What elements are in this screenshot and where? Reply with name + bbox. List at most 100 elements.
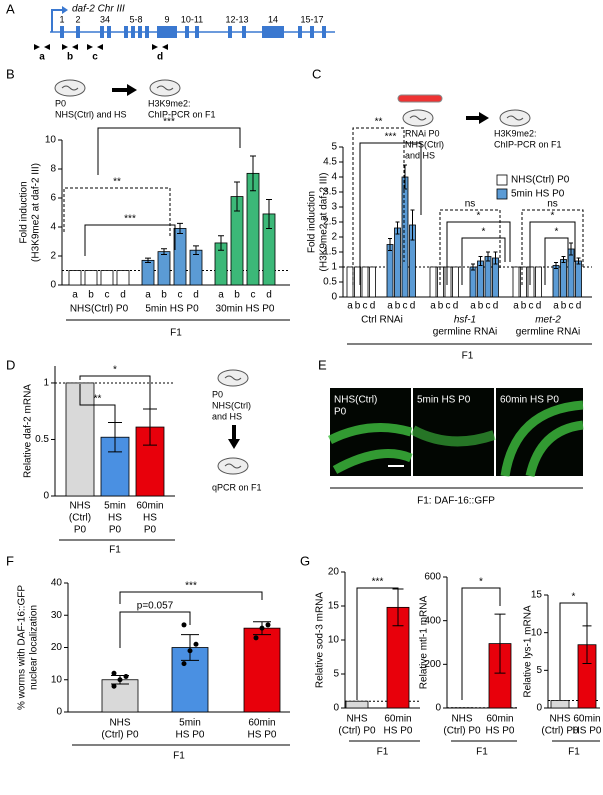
bar	[361, 266, 369, 298]
data-point	[181, 622, 187, 628]
group-label: germline RNAi	[516, 327, 580, 338]
y-axis-label: % worms with DAF-16::GFP	[17, 585, 28, 710]
error-bar	[554, 262, 558, 269]
x-axis-label: F1	[170, 328, 182, 339]
x-tick-label: HS	[143, 513, 157, 524]
x-tick-label: c	[105, 290, 110, 301]
y-axis-label: Relative lys-1 mRNA	[523, 605, 534, 698]
bar	[345, 700, 369, 709]
significance-bracket	[63, 187, 171, 238]
panel-label: C	[312, 66, 321, 81]
y-axis-label: Relative sod-3 mRNA	[315, 592, 326, 688]
x-tick-label: b	[395, 301, 401, 312]
x-tick-label: c	[529, 301, 534, 312]
schematic-d: P0 NHS(Ctrl) and HS qPCR on F1	[212, 369, 262, 492]
significance-bracket	[544, 237, 569, 285]
bar	[520, 266, 527, 298]
x-tick-label: 60min	[248, 718, 275, 729]
x-tick-label: HS P0	[573, 726, 602, 737]
x-tick-label: a	[72, 290, 78, 301]
schematic-text: and HS	[405, 150, 435, 160]
worm-gfp	[500, 400, 584, 478]
image-caption: F1: DAF-16::GFP	[417, 496, 495, 507]
y-tick-label: 1	[43, 378, 49, 389]
error-bar	[410, 209, 415, 241]
x-tick-label: a	[430, 301, 436, 312]
significance-bracket	[446, 221, 511, 285]
x-tick-label: c	[363, 301, 368, 312]
error-bar	[561, 256, 566, 263]
error-bar	[193, 245, 199, 256]
x-tick-label: a	[513, 301, 519, 312]
legend-label: 5min HS P0	[511, 189, 565, 200]
schematic-text: H3K9me2:	[148, 98, 191, 108]
data-point	[111, 670, 117, 676]
group-label: hsf-1	[454, 315, 476, 326]
schematic-text: RNAi P0	[405, 128, 440, 138]
error-bar	[471, 263, 475, 271]
panel-label: E	[318, 357, 327, 372]
bar	[135, 426, 165, 497]
y-tick-label: 0	[50, 280, 56, 291]
y-tick-label: 200	[424, 659, 441, 670]
x-tick-label: b	[161, 290, 167, 301]
y-tick-label: 0	[331, 292, 337, 303]
error-bar	[181, 634, 199, 661]
legend-swatch	[496, 188, 508, 200]
y-axis-label: Relative daf-2 mRNA	[23, 384, 34, 478]
x-tick-label: 5min	[179, 718, 201, 729]
x-tick-label: d	[370, 301, 376, 312]
exon-label: 34	[100, 14, 110, 24]
error-bar	[218, 235, 224, 251]
image-label: NHS(Ctrl)	[334, 395, 377, 406]
y-tick-label: 2.5	[323, 217, 337, 228]
x-tick-label: (Ctrl)	[69, 513, 91, 524]
exon-label: 2	[75, 14, 80, 24]
x-tick-label: 5min	[104, 501, 126, 512]
data-point	[265, 622, 271, 628]
group-label: germline RNAi	[433, 327, 497, 338]
x-tick-label: P0	[144, 525, 157, 536]
significance-bracket	[119, 591, 263, 604]
error-bar	[486, 251, 490, 262]
y-tick-label: 0	[536, 703, 542, 714]
error-bar	[161, 248, 167, 256]
error-bar	[250, 155, 256, 192]
x-tick-label: NHS	[109, 718, 130, 729]
significance-bracket	[439, 209, 501, 285]
worms	[409, 115, 427, 121]
image-label: P0	[334, 407, 347, 418]
worms	[224, 375, 242, 381]
panel-label: G	[300, 553, 310, 568]
x-tick-label: 60min	[486, 714, 513, 725]
significance-label: *	[572, 592, 576, 603]
bar	[560, 259, 567, 298]
x-tick-label: c	[251, 290, 256, 301]
y-tick-label: 0	[333, 703, 339, 714]
y-tick-label: 3	[331, 202, 337, 213]
schematic-c: RNAi P0 NHS(Ctrl) and HS H3K9me2: ChIP-P…	[397, 94, 562, 160]
error-bar	[576, 257, 581, 265]
exon-label: 12-13	[225, 14, 248, 24]
arrow-head	[479, 112, 489, 124]
x-tick-label: b	[521, 301, 527, 312]
y-tick-label: 10	[531, 627, 543, 638]
data-point	[181, 661, 187, 667]
x-tick-label: 60min	[384, 714, 411, 725]
data-point	[117, 677, 123, 683]
x-tick-label: 60min	[573, 714, 600, 725]
significance-label: ***	[163, 117, 175, 128]
significance-label: ***	[372, 577, 384, 588]
error-bar	[145, 257, 151, 264]
x-tick-label: HS P0	[176, 730, 205, 741]
primers	[34, 44, 168, 50]
significance-label: *	[477, 211, 481, 222]
y-tick-label: 10	[45, 135, 57, 146]
significance-label: p=0.057	[137, 601, 174, 612]
significance-bracket	[84, 224, 176, 256]
y-tick-label: 1.5	[323, 247, 337, 258]
x-tick-label: (Ctrl) P0	[541, 726, 579, 737]
x-tick-label: c	[446, 301, 451, 312]
panel-label: D	[6, 357, 15, 372]
bar	[527, 266, 535, 298]
